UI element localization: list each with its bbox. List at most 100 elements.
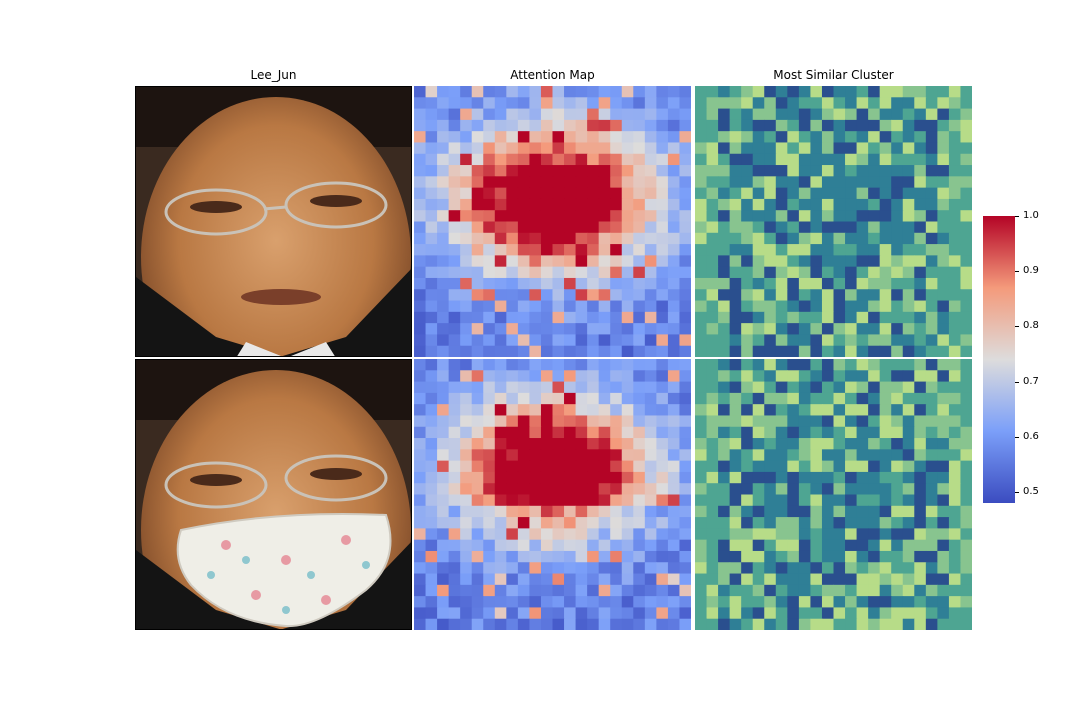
cluster-cell — [695, 539, 708, 552]
cluster-cell — [902, 131, 915, 144]
cluster-cell — [925, 573, 938, 586]
heatmap-cell — [598, 300, 611, 313]
heatmap-cell — [656, 471, 669, 484]
cluster-cell — [775, 426, 788, 439]
heatmap-cell — [517, 573, 531, 586]
heatmap-cell — [448, 596, 461, 609]
heatmap-cell — [575, 142, 588, 155]
heatmap-cell — [483, 483, 496, 496]
heatmap-cell — [448, 277, 461, 290]
cluster-cell — [845, 381, 858, 394]
heatmap-cell — [437, 370, 450, 383]
cluster-cell — [925, 97, 938, 110]
cluster-cell — [718, 108, 731, 121]
heatmap-cell — [644, 232, 657, 245]
cluster-cell — [925, 415, 938, 428]
heatmap-cell — [425, 584, 438, 597]
cluster-cell — [787, 244, 800, 256]
cluster-cell — [845, 277, 858, 290]
heatmap-cell — [667, 142, 681, 155]
heatmap-cell — [598, 119, 611, 132]
heatmap-cell — [667, 426, 681, 439]
cluster-cell — [821, 176, 835, 189]
cluster-cell — [718, 596, 731, 609]
cluster-cell — [764, 244, 777, 256]
heatmap-cell — [564, 404, 577, 417]
cluster-cell — [868, 255, 881, 268]
cluster-cell — [833, 596, 846, 609]
heatmap-cell — [540, 244, 554, 256]
cluster-cell — [798, 404, 812, 417]
cluster-cell — [937, 607, 950, 620]
cluster-cell — [752, 607, 765, 620]
heatmap-cell — [633, 119, 646, 132]
cluster-cell — [821, 404, 835, 417]
cluster-cell — [879, 584, 892, 597]
cluster-cell — [798, 517, 812, 529]
heatmap-cell — [414, 97, 427, 110]
cluster-cell — [787, 300, 800, 313]
heatmap-cell — [621, 311, 634, 324]
heatmap-cell — [437, 607, 450, 620]
heatmap-cell — [425, 210, 438, 223]
heatmap-cell — [517, 119, 531, 132]
cluster-cell — [925, 404, 938, 417]
cluster-cell — [914, 198, 927, 211]
heatmap-cell — [414, 562, 427, 575]
cluster-cell — [960, 300, 972, 313]
cluster-cell — [845, 607, 858, 620]
heatmap-cell — [448, 494, 461, 507]
cluster-cell — [810, 517, 823, 529]
cluster-cell — [695, 596, 708, 609]
heatmap-cell — [483, 86, 496, 98]
heatmap-cell — [552, 255, 565, 268]
cluster-cell — [856, 584, 869, 597]
heatmap-cell — [679, 505, 691, 518]
heatmap-cell — [425, 153, 438, 166]
cluster-cell — [937, 131, 950, 144]
heatmap-cell — [425, 449, 438, 462]
cluster-cell — [741, 221, 754, 234]
heatmap-cell — [564, 119, 577, 132]
cluster-cell — [845, 300, 858, 313]
heatmap-cell — [425, 596, 438, 609]
cluster-cell — [695, 483, 708, 496]
heatmap-cell — [667, 528, 681, 541]
heatmap-cell — [564, 370, 577, 383]
heatmap-cell — [517, 562, 531, 575]
cluster-cell — [879, 415, 892, 428]
cluster-cell — [741, 210, 754, 223]
heatmap-cell — [540, 255, 554, 268]
heatmap-cell — [564, 255, 577, 268]
heatmap-cell — [483, 517, 496, 529]
heatmap-cell — [437, 232, 450, 245]
cluster-cell — [798, 392, 812, 405]
cluster-cell — [764, 165, 777, 177]
cluster-cell — [764, 187, 777, 200]
cluster-cell — [891, 381, 904, 394]
heatmap-cell — [610, 289, 623, 302]
heatmap-cell — [575, 618, 588, 630]
heatmap-cell — [621, 345, 634, 357]
heatmap-cell — [564, 176, 577, 189]
cluster-cell — [948, 176, 962, 189]
heatmap-cell — [633, 131, 646, 144]
cluster-cell — [764, 415, 777, 428]
heatmap-cell — [621, 277, 634, 290]
attention-map-unmasked — [414, 86, 691, 357]
heatmap-cell — [437, 289, 450, 302]
cluster-cell — [729, 142, 742, 155]
cluster-cell — [695, 404, 708, 417]
heatmap-cell — [529, 517, 542, 529]
heatmap-cell — [644, 311, 657, 324]
heatmap-cell — [598, 483, 611, 496]
heatmap-cell — [494, 528, 507, 541]
heatmap-cell — [598, 607, 611, 620]
cluster-cell — [925, 255, 938, 268]
heatmap-cell — [679, 460, 691, 473]
cluster-cell — [729, 131, 742, 144]
cluster-cell — [856, 460, 869, 473]
cluster-cell — [960, 460, 972, 473]
heatmap-cell — [679, 426, 691, 439]
cluster-cell — [948, 311, 962, 324]
